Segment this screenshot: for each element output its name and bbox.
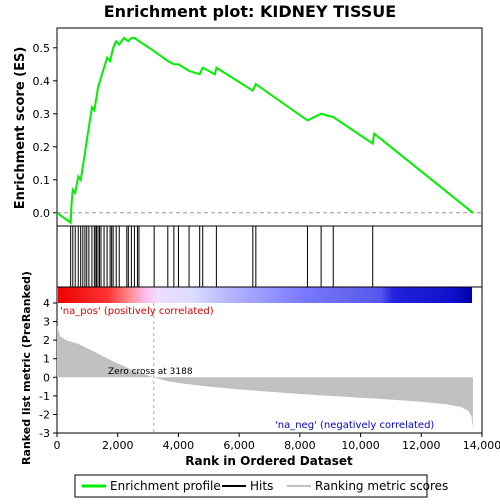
neg-correlated-label: 'na_neg' (negatively correlated) bbox=[275, 420, 434, 431]
x-tick-label: 0 bbox=[54, 439, 61, 452]
x-tick-label: 6,000 bbox=[223, 439, 255, 452]
rank-y-tick-label: 4 bbox=[43, 297, 50, 310]
es-y-tick-label: 0.0 bbox=[33, 207, 51, 220]
x-tick-label: 4,000 bbox=[163, 439, 195, 452]
es-y-tick-label: 0.3 bbox=[33, 108, 51, 121]
x-axis-label: Rank in Ordered Dataset bbox=[185, 454, 353, 468]
x-tick-label: 2,000 bbox=[102, 439, 134, 452]
es-y-tick-label: 0.2 bbox=[33, 141, 51, 154]
legend-label: Hits bbox=[250, 479, 273, 493]
rank-y-axis-label: Ranked list metric (PreRanked) bbox=[20, 271, 33, 465]
rank-y-tick-label: 1 bbox=[43, 353, 50, 366]
rank-y-tick-label: 3 bbox=[43, 316, 50, 329]
legend-box bbox=[74, 474, 428, 498]
pos-correlated-label: 'na_pos' (positively correlated) bbox=[60, 306, 214, 317]
ranking-metric-area bbox=[57, 325, 473, 428]
enrichment-profile-line bbox=[56, 36, 474, 225]
rank-color-bar bbox=[58, 287, 472, 303]
es-y-tick-label: 0.1 bbox=[33, 174, 51, 187]
x-tick-label: 10,000 bbox=[341, 439, 380, 452]
rank-y-tick-label: -2 bbox=[39, 408, 50, 421]
zero-cross-label: Zero cross at 3188 bbox=[108, 367, 193, 377]
rank-color-bar-tail bbox=[472, 287, 481, 303]
rank-y-tick-label: 0 bbox=[43, 371, 50, 384]
es-y-tick-label: 0.5 bbox=[33, 42, 51, 55]
rank-y-tick-label: -3 bbox=[39, 427, 50, 440]
es-y-axis-label: Enrichment score (ES) bbox=[13, 47, 28, 210]
chart-title: Enrichment plot: KIDNEY TISSUE bbox=[104, 2, 396, 21]
es-panel-frame bbox=[56, 27, 483, 227]
x-tick-label: 8,000 bbox=[284, 439, 316, 452]
es-y-tick-label: 0.4 bbox=[33, 75, 51, 88]
rank-y-tick-label: -1 bbox=[39, 390, 50, 403]
x-tick-label: 14,000 bbox=[463, 439, 500, 452]
x-tick-label: 12,000 bbox=[402, 439, 441, 452]
legend-label: Ranking metric scores bbox=[315, 479, 448, 493]
rank-y-tick-label: 2 bbox=[43, 334, 50, 347]
legend-label: Enrichment profile bbox=[110, 479, 221, 493]
hits-panel-frame bbox=[56, 225, 483, 288]
